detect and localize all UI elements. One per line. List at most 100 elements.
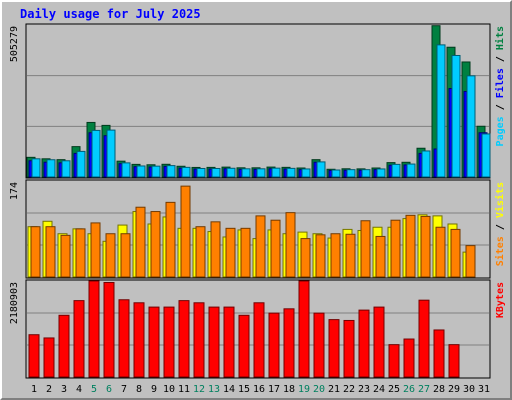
- bar-sites-day-12: [195, 226, 206, 278]
- x-tick-label: 18: [283, 384, 295, 395]
- bar-sites-day-16: [255, 215, 266, 278]
- bar-kbytes-day-3: [58, 314, 70, 378]
- bar-kbytes-day-20: [313, 312, 325, 378]
- bar-kbytes-day-14: [223, 306, 235, 378]
- bar-pages-day-28: [436, 44, 446, 178]
- bar-sites-day-23: [360, 220, 371, 278]
- bar-kbytes-day-1: [28, 334, 40, 378]
- legend-entry: Hits: [494, 26, 506, 50]
- bar-kbytes-day-25: [388, 344, 400, 378]
- bar-kbytes-day-29: [448, 344, 460, 378]
- x-tick-label: 20: [313, 384, 325, 395]
- x-tick-label: 14: [223, 384, 235, 395]
- x-tick-label: 15: [238, 384, 250, 395]
- bar-kbytes-day-18: [283, 308, 295, 378]
- panel-visits_sites: 174 Sites / Visits: [9, 179, 506, 279]
- bar-sites-day-5: [90, 222, 101, 278]
- bar-pages-day-18: [286, 167, 296, 178]
- bar-kbytes-day-16: [253, 302, 265, 378]
- legend-entry: /: [495, 98, 506, 116]
- bar-kbytes-day-4: [73, 300, 85, 378]
- bar-pages-day-31: [481, 133, 491, 178]
- bar-kbytes-day-2: [43, 337, 55, 378]
- legend-entry: KBytes: [495, 282, 506, 318]
- series-sites: [30, 185, 476, 278]
- x-tick-label: 9: [151, 384, 157, 395]
- bar-pages-day-23: [361, 169, 371, 178]
- bar-sites-day-1: [30, 226, 41, 278]
- bar-sites-day-13: [210, 221, 221, 278]
- legend-entry: Visits: [494, 182, 506, 218]
- legend-entry: Pages: [495, 116, 506, 146]
- bar-kbytes-day-5: [88, 280, 100, 378]
- bar-sites-day-26: [405, 214, 416, 278]
- bar-pages-day-4: [76, 150, 86, 178]
- bar-sites-day-14: [225, 227, 236, 278]
- axis-max-label: 505279: [9, 26, 20, 62]
- bar-pages-day-9: [151, 165, 161, 178]
- panel-kbytes: 2180903 KBytes: [9, 279, 506, 379]
- legend-entry: Sites: [494, 236, 506, 266]
- legend-entry: Files: [494, 68, 506, 98]
- bar-pages-day-5: [91, 129, 101, 178]
- bar-sites-day-8: [135, 206, 146, 278]
- bar-kbytes-day-21: [328, 319, 340, 378]
- bar-pages-day-16: [256, 168, 266, 178]
- axis-max-label: 174: [9, 182, 20, 200]
- bar-pages-day-17: [271, 167, 281, 178]
- bar-kbytes-day-11: [178, 300, 190, 378]
- legend-label: KBytes: [495, 282, 506, 318]
- legend-entry: /: [495, 50, 506, 68]
- bar-kbytes-day-26: [403, 338, 415, 378]
- panel-hits_files_pages: 505279 Pages / Files / Hits: [9, 23, 506, 179]
- x-tick-label: 6: [106, 384, 112, 395]
- bar-pages-day-1: [31, 158, 41, 178]
- x-tick-label: 12: [193, 384, 205, 395]
- bar-pages-day-29: [451, 54, 461, 178]
- bar-sites-day-25: [390, 219, 401, 278]
- bar-pages-day-2: [46, 159, 56, 178]
- bar-pages-day-7: [121, 162, 131, 178]
- bar-pages-day-22: [346, 169, 356, 178]
- x-tick-label: 26: [403, 384, 415, 395]
- bar-kbytes-day-15: [238, 314, 250, 378]
- bar-sites-day-20: [315, 234, 326, 278]
- bar-kbytes-day-22: [343, 319, 355, 378]
- x-tick-label: 8: [136, 384, 142, 395]
- x-tick-label: 28: [433, 384, 445, 395]
- legend-label: Pages / Files / Hits: [494, 26, 506, 146]
- x-tick-label: 27: [418, 384, 430, 395]
- x-tick-label: 21: [328, 384, 340, 395]
- series-pages: [31, 44, 491, 178]
- bar-kbytes-day-9: [148, 306, 160, 378]
- x-tick-label: 3: [61, 384, 67, 395]
- x-tick-label: 16: [253, 384, 265, 395]
- bar-pages-day-19: [301, 168, 311, 178]
- bar-pages-day-13: [211, 167, 221, 178]
- x-tick-label: 30: [463, 384, 475, 395]
- bar-sites-day-15: [240, 227, 251, 278]
- bar-sites-day-21: [330, 233, 341, 278]
- bar-sites-day-10: [165, 201, 176, 278]
- bar-kbytes-day-28: [433, 329, 445, 378]
- legend-entry: /: [495, 218, 506, 236]
- x-tick-label: 11: [178, 384, 190, 395]
- x-tick-label: 19: [298, 384, 310, 395]
- bar-sites-day-17: [270, 219, 281, 278]
- bar-pages-day-21: [331, 169, 341, 178]
- bar-kbytes-day-23: [358, 309, 370, 378]
- bar-kbytes-day-8: [133, 302, 145, 378]
- x-tick-label: 1: [31, 384, 37, 395]
- axis-max-label: 2180903: [9, 282, 20, 324]
- bar-sites-day-19: [300, 238, 311, 278]
- bar-pages-day-11: [181, 166, 191, 178]
- bar-sites-day-7: [120, 233, 131, 278]
- bar-sites-day-4: [75, 228, 86, 278]
- bar-sites-day-2: [45, 226, 56, 278]
- x-tick-label: 25: [388, 384, 400, 395]
- bar-sites-day-29: [450, 228, 461, 278]
- bar-kbytes-day-12: [193, 302, 205, 378]
- x-tick-label: 29: [448, 384, 460, 395]
- bar-sites-day-24: [375, 235, 386, 278]
